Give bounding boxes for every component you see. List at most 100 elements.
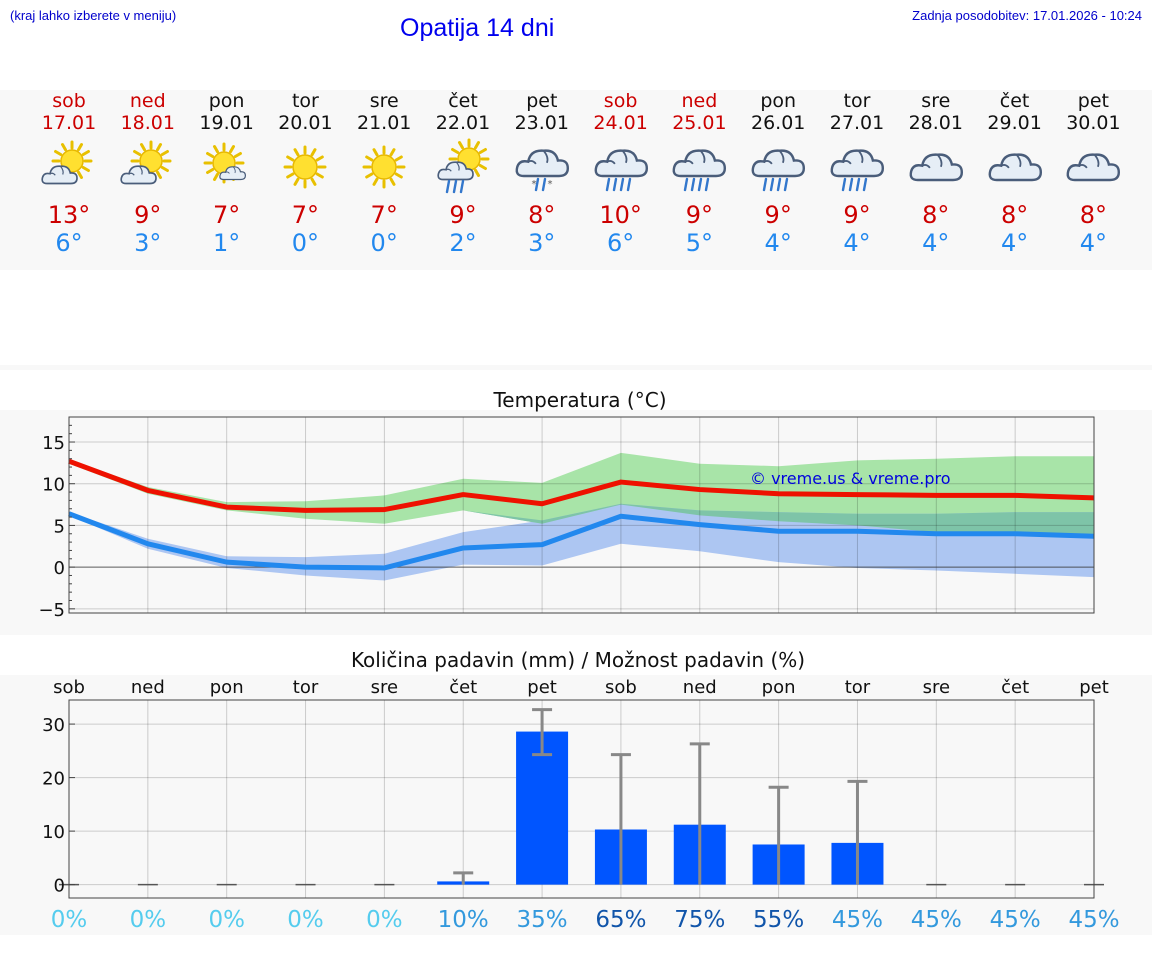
precipitation-probability: 55% (753, 907, 804, 933)
day-column: sob 24.01 10° 6° (581, 90, 660, 257)
sun-small-cloud-icon (203, 142, 246, 184)
day-column: pon 19.01 7° 1° (187, 90, 266, 257)
day-date: 24.01 (593, 112, 648, 134)
min-temperature: 4° (922, 229, 950, 257)
max-temperature: 7° (370, 201, 398, 229)
max-temperature: 9° (134, 201, 162, 229)
day-name: čet (448, 90, 478, 112)
day-column: čet 22.01 9° 2° (424, 90, 503, 257)
min-temperature: 5° (685, 229, 714, 257)
max-temperature: 9° (449, 201, 477, 229)
min-temperature: 6° (606, 229, 635, 257)
x-category-label: sre (923, 677, 950, 698)
day-name: tor (843, 90, 871, 112)
min-temperature: 1° (212, 229, 241, 257)
precipitation-probability: 45% (1068, 907, 1119, 933)
max-temperature: 9° (843, 201, 871, 229)
precipitation-probability: 75% (674, 907, 725, 933)
x-category-label: sob (605, 677, 637, 698)
sun-cloud-rain-icon (437, 138, 490, 194)
chart-title: Temperatura (°C) (492, 388, 666, 412)
plot-frame (68, 699, 1095, 899)
cloud-icon (1066, 153, 1121, 182)
x-category-label: sre (371, 677, 398, 698)
y-tick-label: 10 (42, 822, 65, 843)
day-name: sob (52, 90, 86, 112)
day-name: tor (291, 90, 319, 112)
last-updated: Zadnja posodobitev: 17.01.2026 - 10:24 (912, 8, 1142, 23)
day-column: pet 30.01 8° 4° (1054, 90, 1133, 257)
day-date: 22.01 (435, 112, 491, 134)
plot-area (69, 700, 1094, 898)
min-temperature: 2° (449, 229, 477, 257)
cloud-icon (909, 153, 963, 182)
precipitation-probability: 0% (51, 907, 88, 933)
day-column: ned 18.01 9° 3° (108, 90, 187, 257)
day-name: sre (369, 90, 399, 112)
y-tick-label: 10 (42, 475, 65, 496)
precipitation-bar (516, 731, 569, 885)
max-temperature: 7° (212, 201, 241, 229)
min-temperature: 4° (1000, 229, 1029, 257)
day-date: 21.01 (356, 112, 412, 134)
y-tick-label: 20 (42, 769, 65, 790)
precipitation-chart: Količina padavin (mm) / Možnost padavin … (42, 648, 1119, 933)
page-title: Opatija 14 dni (400, 14, 555, 42)
day-name: pon (208, 90, 245, 112)
day-name: čet (999, 90, 1030, 112)
plot-frame (68, 416, 1095, 614)
day-name: sre (921, 90, 951, 112)
cloud-rain-icon (751, 149, 806, 192)
day-column: sre 21.01 7° 0° (345, 90, 424, 257)
sun-icon (283, 145, 327, 189)
cloud-snow-rain-icon: * * (515, 149, 569, 192)
min-temperature-line (68, 511, 1095, 571)
x-category-label: ned (683, 677, 717, 698)
forecast-panel (0, 90, 1152, 270)
x-category-label: čet (1001, 677, 1029, 698)
x-category-label: tor (845, 677, 871, 698)
precipitation-probability: 0% (208, 907, 245, 933)
day-column: pet 23.01 * * 8° 3° (502, 90, 581, 257)
day-date: 25.01 (672, 112, 727, 134)
min-temperature: 3° (134, 229, 162, 257)
daily-forecast-row: sob 17.01 13° 6° ned 18.01 9° 3° pon 19.01 7° 1° tor… (0, 90, 1152, 270)
day-date: 19.01 (199, 112, 254, 134)
max-temperature-line (68, 458, 1095, 513)
day-column: sob 17.01 13° 6° (30, 90, 109, 257)
min-temperature: 4° (843, 229, 871, 257)
day-name: pon (760, 90, 797, 112)
day-column: čet 29.01 8° 4° (975, 90, 1054, 257)
cloud-rain-icon (672, 149, 727, 192)
y-tick-label: −5 (38, 600, 65, 621)
precipitation-probability: 0% (287, 907, 324, 933)
x-category-label: pet (527, 677, 557, 698)
day-column: tor 27.01 9° 4° (818, 90, 897, 257)
location-menu-hint[interactable]: (kraj lahko izberete v meniju) (10, 8, 177, 23)
precipitation-probability: 45% (990, 907, 1041, 933)
sun-icon (362, 145, 406, 189)
day-name: ned (129, 90, 166, 112)
sun-cloud-icon (41, 140, 93, 185)
temperature-chart: Temperatura (°C) −5 0 5 10 15 © vreme.us & vre… (38, 388, 1095, 621)
day-column: tor 20.01 7° 0° (266, 90, 345, 257)
day-date: 20.01 (278, 112, 333, 134)
precipitation-probability: 45% (911, 907, 962, 933)
precipitation-probability: 65% (595, 907, 646, 933)
overlap-band (69, 463, 1094, 535)
precipitation-probability: 10% (438, 907, 489, 933)
max-temperature: 8° (1079, 201, 1108, 229)
cloud-rain-icon (830, 149, 885, 192)
x-category-label: pon (762, 677, 796, 698)
x-category-label: tor (293, 677, 319, 698)
day-date: 17.01 (41, 112, 97, 134)
x-category-label: pon (210, 677, 244, 698)
max-temperature: 13° (47, 201, 91, 229)
min-temperature: 0° (370, 229, 398, 257)
day-name: sob (603, 90, 638, 112)
y-tick-label: 0 (54, 876, 65, 897)
day-date: 27.01 (829, 112, 885, 134)
day-date: 29.01 (987, 112, 1042, 134)
day-date: 28.01 (908, 112, 963, 134)
max-temperature: 8° (922, 201, 950, 229)
